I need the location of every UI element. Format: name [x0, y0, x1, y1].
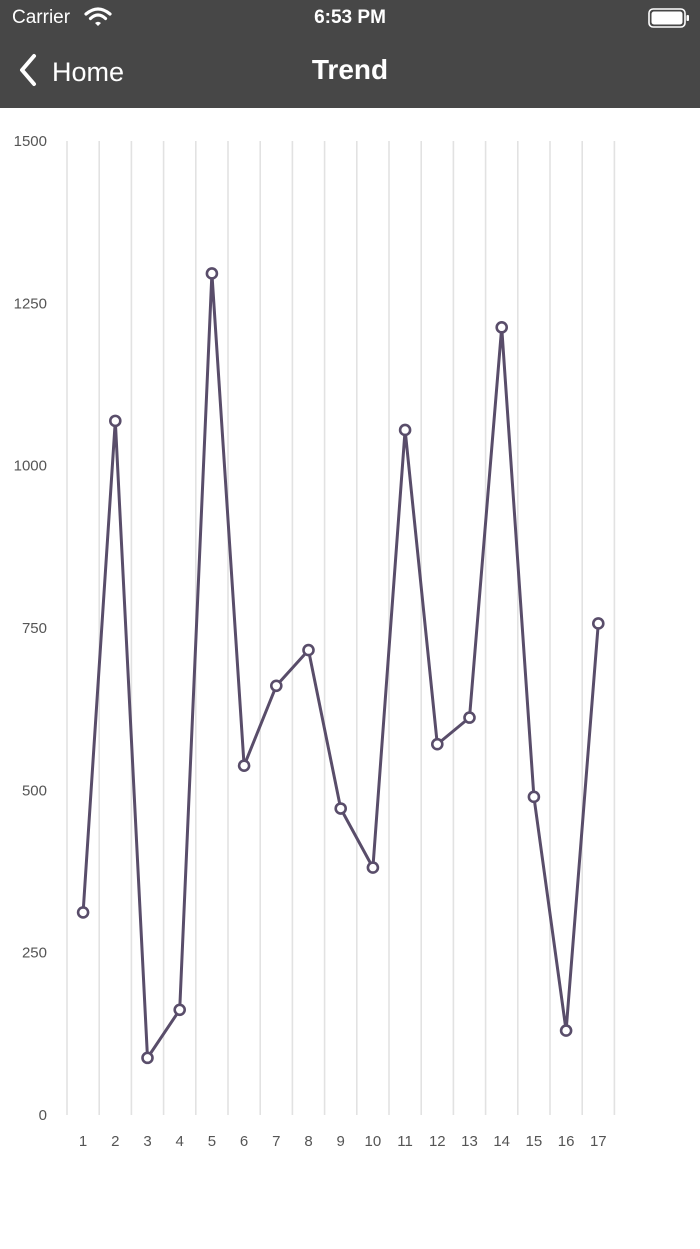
data-point — [366, 861, 380, 874]
navigation-bar: Home Trend — [0, 36, 700, 108]
x-tick-label: 14 — [493, 1133, 510, 1150]
trend-chart: 0 250 500 750 1000 1250 1500 1 2 3 4 5 6 7 8 9 10 11 12 13 1… — [0, 108, 700, 1244]
y-tick-label: 750 — [22, 620, 47, 637]
series-line — [81, 271, 600, 1060]
x-tick-label: 6 — [240, 1133, 248, 1150]
x-tick-label: 17 — [590, 1133, 607, 1150]
wifi-icon — [84, 6, 112, 33]
data-point — [334, 802, 348, 815]
chevron-left-icon — [18, 53, 38, 92]
x-tick-label: 2 — [111, 1133, 119, 1150]
y-tick-label: 1000 — [14, 458, 47, 475]
data-point — [559, 1024, 573, 1037]
x-tick-label: 12 — [429, 1133, 446, 1150]
x-tick-label: 10 — [365, 1133, 382, 1150]
x-tick-label: 8 — [304, 1133, 312, 1150]
x-tick-label: 9 — [337, 1133, 345, 1150]
x-tick-label: 5 — [208, 1133, 216, 1150]
x-tick-label: 16 — [558, 1133, 575, 1150]
data-point — [463, 711, 476, 724]
back-button[interactable]: Home — [18, 53, 125, 92]
data-point — [527, 790, 541, 804]
data-point — [495, 321, 509, 334]
data-point — [109, 414, 122, 428]
status-bar: Carrier 6:53 PM — [0, 0, 700, 36]
data-point — [269, 679, 283, 693]
x-tick-label: 11 — [397, 1133, 413, 1150]
data-point — [76, 906, 90, 919]
page-title: Trend — [311, 54, 389, 85]
y-tick-label: 1500 — [14, 133, 47, 150]
status-time: 6:53 PM — [314, 7, 386, 28]
battery-icon — [648, 8, 690, 33]
data-point — [430, 737, 444, 751]
y-tick-label: 1250 — [14, 295, 47, 312]
data-point — [398, 423, 412, 437]
carrier-label: Carrier — [12, 7, 71, 28]
x-tick-label: 13 — [461, 1133, 478, 1150]
x-tick-label: 7 — [272, 1133, 280, 1150]
back-button-label: Home — [52, 56, 125, 87]
data-point — [205, 267, 219, 280]
x-tick-label: 15 — [526, 1133, 543, 1150]
y-tick-label: 500 — [22, 782, 47, 799]
x-tick-label: 1 — [79, 1133, 87, 1150]
y-tick-label: 0 — [39, 1107, 47, 1124]
data-point — [302, 643, 315, 657]
x-tick-label: 4 — [176, 1133, 184, 1150]
x-tick-label: 3 — [143, 1133, 151, 1150]
y-tick-label: 250 — [22, 945, 47, 962]
data-point — [173, 1003, 186, 1017]
data-point — [591, 617, 605, 630]
data-point — [237, 759, 251, 772]
data-point — [141, 1051, 154, 1065]
